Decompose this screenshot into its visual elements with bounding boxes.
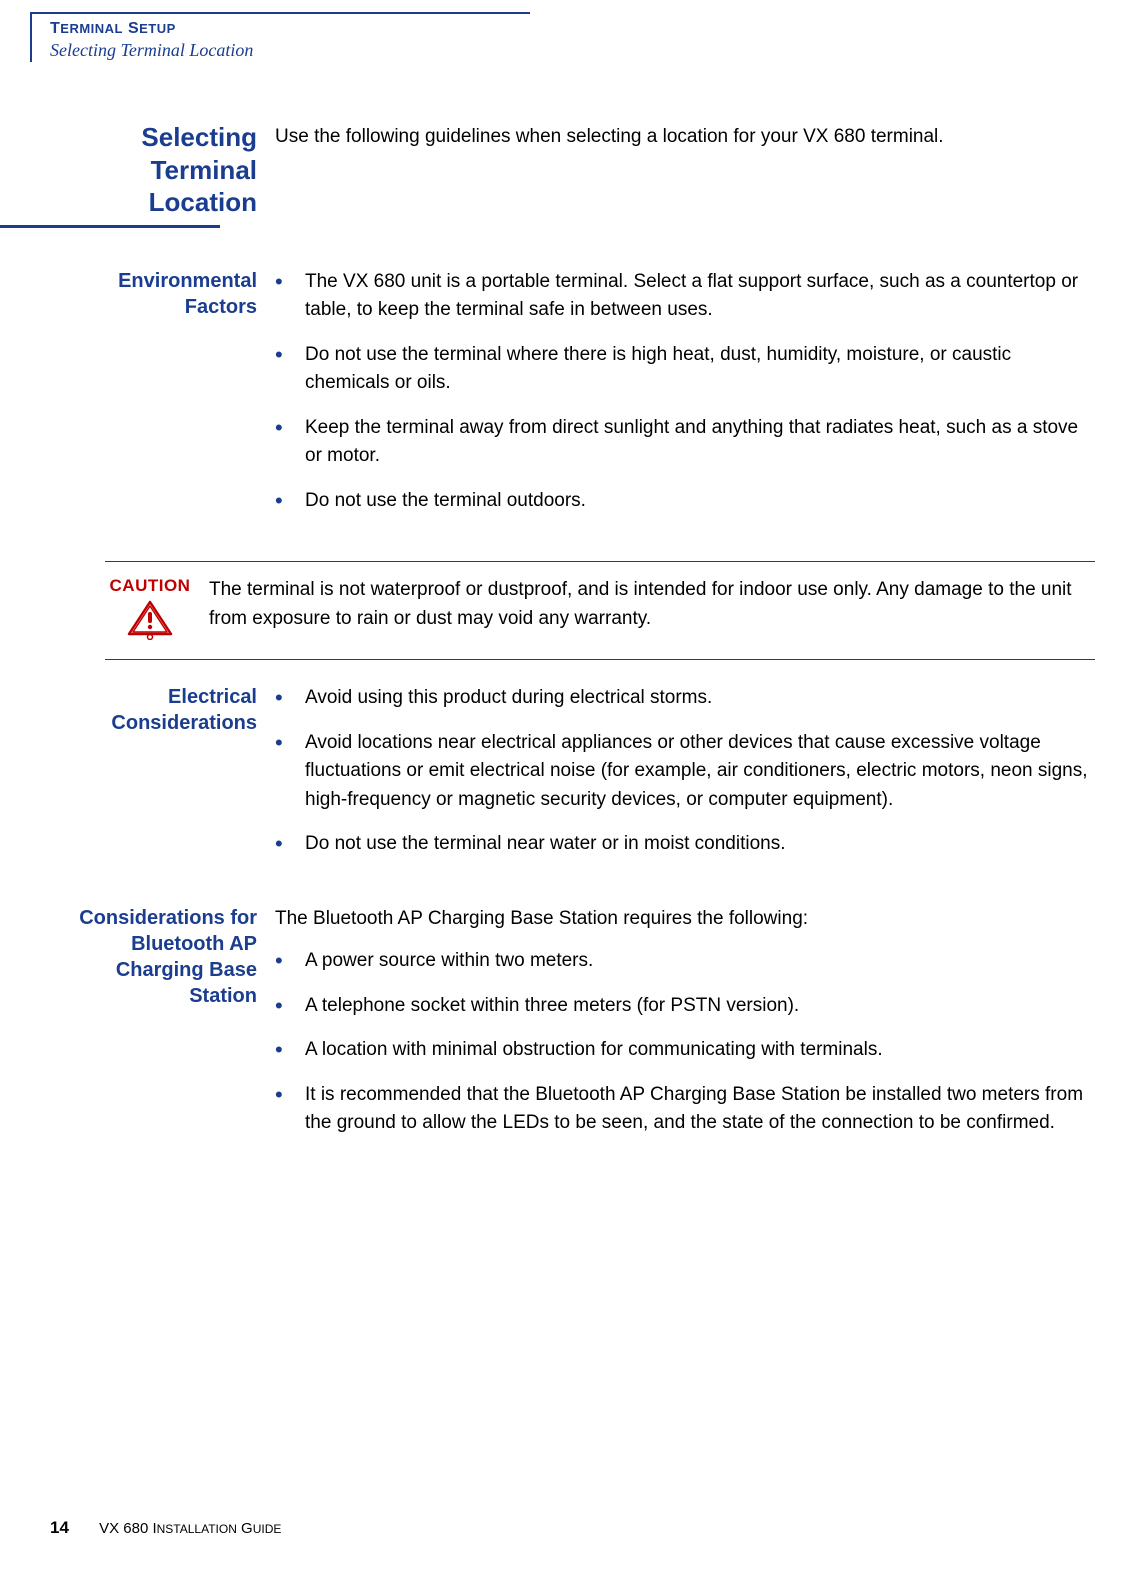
environmental-bullets: The VX 680 unit is a portable terminal. …	[275, 268, 1095, 516]
section-content-electrical: Avoid using this product during electric…	[275, 684, 1095, 875]
bluetooth-intro: The Bluetooth AP Charging Base Station r…	[275, 905, 1095, 934]
list-item: Avoid using this product during electric…	[275, 684, 1095, 713]
bluetooth-bullets: A power source within two meters. A tele…	[275, 947, 1095, 1138]
list-item: Avoid locations near electrical applianc…	[275, 729, 1095, 815]
section-bluetooth: Considerations for Bluetooth AP Charging…	[50, 905, 1095, 1154]
caution-block: CAUTION The terminal is not waterproof o…	[105, 561, 1095, 660]
list-item: A power source within two meters.	[275, 947, 1095, 976]
header-rule-top	[30, 12, 530, 14]
caution-icon-column: CAUTION	[105, 576, 195, 645]
caution-rule-top	[105, 561, 1095, 562]
list-item: Do not use the terminal where there is h…	[275, 341, 1095, 398]
list-item: A location with minimal obstruction for …	[275, 1036, 1095, 1065]
section-label-selecting: Selecting Terminal Location	[50, 121, 275, 219]
section-environmental: Environmental Factors The VX 680 unit is…	[50, 268, 1095, 532]
caution-rule-bottom	[105, 659, 1095, 660]
header-rule-left	[30, 12, 32, 62]
list-item: It is recommended that the Bluetooth AP …	[275, 1081, 1095, 1138]
electrical-bullets: Avoid using this product during electric…	[275, 684, 1095, 859]
section-content-bluetooth: The Bluetooth AP Charging Base Station r…	[275, 905, 1095, 1154]
section-label-electrical: Electrical Considerations	[50, 684, 275, 875]
page-number: 14	[50, 1518, 69, 1537]
section-underline	[0, 225, 220, 228]
list-item: A telephone socket within three meters (…	[275, 992, 1095, 1021]
section-content-environmental: The VX 680 unit is a portable terminal. …	[275, 268, 1095, 532]
guide-name: VX 680 INSTALLATION GUIDE	[99, 1520, 281, 1537]
section-electrical: Electrical Considerations Avoid using th…	[50, 684, 1095, 875]
chapter-subtitle: Selecting Terminal Location	[50, 40, 1095, 61]
list-item: Do not use the terminal outdoors.	[275, 487, 1095, 516]
chapter-title: TERMINAL SETUP	[50, 20, 1095, 38]
page-footer: 14 VX 680 INSTALLATION GUIDE	[50, 1518, 281, 1538]
caution-icon	[127, 600, 173, 640]
caution-label: CAUTION	[105, 576, 195, 596]
list-item: Do not use the terminal near water or in…	[275, 830, 1095, 859]
caution-text: The terminal is not waterproof or dustpr…	[209, 576, 1095, 633]
section-label-environmental: Environmental Factors	[50, 268, 275, 532]
section-selecting: Selecting Terminal Location Use the foll…	[50, 121, 1095, 219]
list-item: Keep the terminal away from direct sunli…	[275, 414, 1095, 471]
section-label-bluetooth: Considerations for Bluetooth AP Charging…	[50, 905, 275, 1154]
list-item: The VX 680 unit is a portable terminal. …	[275, 268, 1095, 325]
page-header: TERMINAL SETUP Selecting Terminal Locati…	[50, 12, 1095, 61]
caution-body: CAUTION The terminal is not waterproof o…	[105, 572, 1095, 649]
section-intro-selecting: Use the following guidelines when select…	[275, 121, 1095, 219]
